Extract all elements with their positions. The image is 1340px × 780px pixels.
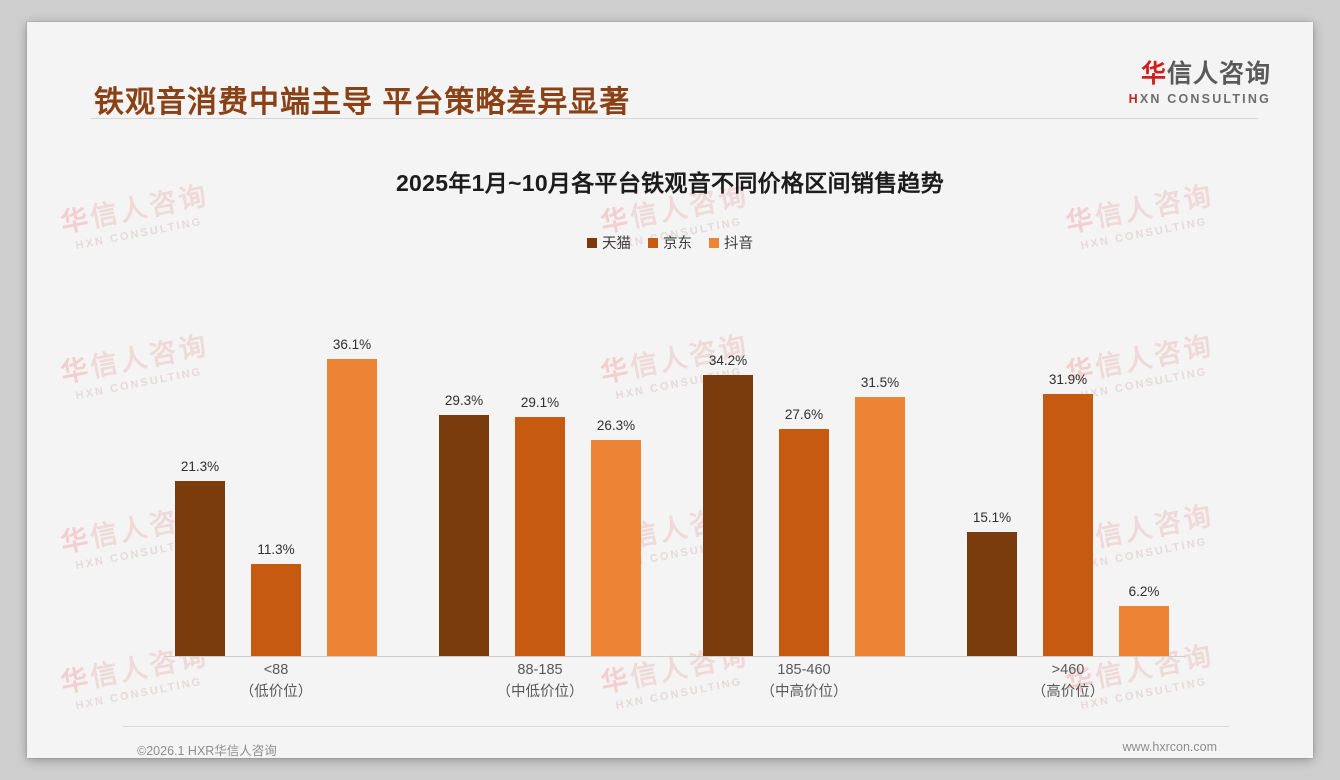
- bar-value-label: 6.2%: [1128, 583, 1160, 599]
- category-range: >460: [1051, 662, 1085, 678]
- category-label->460: >460 （高价位）: [967, 660, 1169, 704]
- bar-rect-天猫[interactable]: [703, 374, 753, 657]
- x-axis-line: [165, 656, 1185, 657]
- bar-item[interactable]: 21.3%: [175, 272, 225, 657]
- chart-title: 2025年1月~10月各平台铁观音不同价格区间销售趋势: [395, 170, 945, 196]
- bar-rect-天猫[interactable]: [175, 481, 225, 657]
- bar-value-label: 29.3%: [444, 393, 484, 409]
- bar-value-label: 34.2%: [708, 352, 748, 368]
- legend-item-天猫[interactable]: 天猫: [587, 232, 631, 253]
- logo-en-rest: XN CONSULTING: [1139, 92, 1271, 106]
- bar-group-<88: 21.3% 11.3% 36.1%: [175, 272, 377, 657]
- bar-rect-抖音[interactable]: [327, 359, 377, 657]
- bar-group-88-185: 29.3% 29.1% 26.3%: [439, 272, 641, 657]
- legend-label: 京东: [663, 236, 692, 252]
- bar-value-label: 31.9%: [1048, 371, 1088, 387]
- chart-legend: 天猫 京东 抖音: [27, 232, 1313, 253]
- category-range: <88: [263, 662, 289, 678]
- bar-rect-抖音[interactable]: [1119, 605, 1169, 657]
- bar-value-label: 36.1%: [332, 337, 372, 353]
- footer-divider: [123, 726, 1229, 727]
- footer-copyright: ©2026.1 HXR华信人咨询: [137, 744, 277, 758]
- bar-value-label: 27.6%: [784, 407, 824, 423]
- header-divider: [90, 118, 1258, 119]
- bar-rect-京东[interactable]: [515, 416, 565, 657]
- chart-plot-area: 21.3% 11.3% 36.1% 29.3% 29.1% 26.3% 34.2% 27.6%…: [137, 272, 1207, 657]
- category-label-185-460: 185-460 （中高价位）: [703, 660, 905, 704]
- bar-item[interactable]: 27.6%: [779, 272, 829, 657]
- slide-canvas: 华信人咨询 HXN CONSULTING 华信人咨询 HXN CONSULTING 华信…: [27, 22, 1313, 758]
- bar-item[interactable]: 15.1%: [967, 272, 1017, 657]
- category-range: 88-185: [517, 662, 563, 678]
- bar-rect-天猫[interactable]: [967, 532, 1017, 657]
- bar-item[interactable]: 36.1%: [327, 272, 377, 657]
- legend-label: 抖音: [724, 236, 753, 252]
- bar-value-label: 26.3%: [596, 418, 636, 434]
- logo-h-char: H: [1128, 92, 1140, 106]
- bar-item[interactable]: 31.5%: [855, 272, 905, 657]
- bar-rect-天猫[interactable]: [439, 415, 489, 657]
- page-title: 铁观音消费中端主导 平台策略差异显著: [94, 86, 631, 119]
- bar-item[interactable]: 34.2%: [703, 272, 753, 657]
- logo-chinese-text: 华信人咨询: [1129, 62, 1271, 87]
- category-tier: （高价位）: [1031, 683, 1105, 700]
- bar-item[interactable]: 29.3%: [439, 272, 489, 657]
- bar-item[interactable]: 6.2%: [1119, 272, 1169, 657]
- bar-rect-抖音[interactable]: [855, 397, 905, 657]
- legend-label: 天猫: [602, 236, 631, 252]
- category-tier: （中低价位）: [496, 683, 584, 700]
- bar-rect-京东[interactable]: [251, 563, 301, 657]
- bar-rect-抖音[interactable]: [591, 440, 641, 657]
- bar-item[interactable]: 26.3%: [591, 272, 641, 657]
- logo-english-text: HXN CONSULTING: [1129, 93, 1271, 106]
- category-tier: （中高价位）: [760, 683, 848, 700]
- legend-swatch-icon: [648, 237, 658, 248]
- bar-groups: 21.3% 11.3% 36.1% 29.3% 29.1% 26.3% 34.2% 27.6%…: [137, 272, 1207, 657]
- slide-header: 铁观音消费中端主导 平台策略差异显著 华信人咨询 HXN CONSULTING: [27, 22, 1313, 119]
- bar-item[interactable]: 31.9%: [1043, 272, 1093, 657]
- bar-value-label: 21.3%: [180, 459, 220, 475]
- legend-swatch-icon: [709, 237, 719, 248]
- bar-group-185-460: 34.2% 27.6% 31.5%: [703, 272, 905, 657]
- brand-logo: 华信人咨询 HXN CONSULTING: [1129, 62, 1271, 106]
- bar-value-label: 11.3%: [257, 541, 295, 557]
- legend-item-京东[interactable]: 京东: [648, 232, 692, 253]
- watermark-hua-char: 华: [58, 663, 94, 699]
- legend-item-抖音[interactable]: 抖音: [709, 232, 753, 253]
- bar-rect-京东[interactable]: [1043, 393, 1093, 657]
- x-axis-categories: <88 （低价位） 88-185 （中低价位） 185-460 （中高价位） >460 （高价…: [137, 660, 1207, 704]
- legend-swatch-icon: [587, 237, 597, 248]
- category-label-<88: <88 （低价位）: [175, 660, 377, 704]
- bar-value-label: 31.5%: [860, 375, 900, 391]
- logo-cn-rest: 信人咨询: [1166, 60, 1271, 88]
- category-label-88-185: 88-185 （中低价位）: [439, 660, 641, 704]
- bar-value-label: 15.1%: [972, 510, 1012, 526]
- logo-hua-char: 华: [1140, 60, 1167, 88]
- footer-website[interactable]: www.hxrcon.com: [1122, 740, 1217, 754]
- bar-item[interactable]: 29.1%: [515, 272, 565, 657]
- bar-value-label: 29.1%: [520, 394, 560, 410]
- bar-item[interactable]: 11.3%: [251, 272, 301, 657]
- category-tier: （低价位）: [239, 683, 313, 700]
- bar-group->460: 15.1% 31.9% 6.2%: [967, 272, 1169, 657]
- category-range: 185-460: [777, 662, 831, 678]
- bar-rect-京东[interactable]: [779, 429, 829, 657]
- watermark-hua-char: 华: [58, 523, 94, 559]
- watermark-hua-char: 华: [58, 353, 94, 389]
